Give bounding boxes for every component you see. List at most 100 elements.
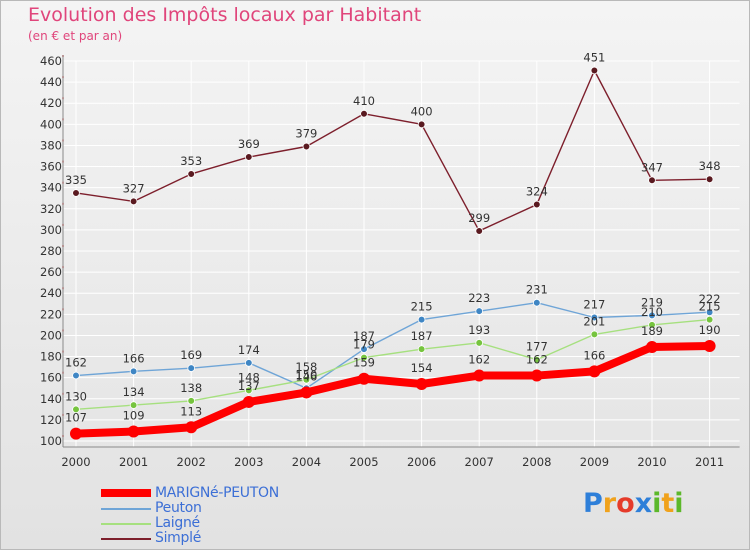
label-marign-peuton-2003: 137 xyxy=(238,379,260,393)
label-marign-peuton-2001: 109 xyxy=(123,409,145,423)
point-simpl--2010 xyxy=(648,176,656,185)
label-laign--2003: 148 xyxy=(238,370,260,384)
point-peuton-2007 xyxy=(475,307,484,315)
label-marign-peuton-2006: 154 xyxy=(411,361,433,375)
point-peuton-2011 xyxy=(705,308,714,317)
x-tick-2011: 2011 xyxy=(695,455,724,469)
y-tick-380: 380 xyxy=(40,138,62,152)
label-simpl--2009: 451 xyxy=(583,51,605,65)
label-laign--2005: 179 xyxy=(353,338,375,352)
label-peuton-2007: 223 xyxy=(468,291,490,305)
logo-letter: o xyxy=(616,488,635,519)
logo-letter: i xyxy=(674,488,684,519)
axes xyxy=(62,55,740,448)
y-tick-labels: 100 120 140 160 180 200 220 240 260 280 300 320 340 3… xyxy=(40,54,62,448)
x-tick-2000: 2000 xyxy=(61,455,90,469)
x-tick-2005: 2005 xyxy=(349,455,378,469)
point-marign-peuton-2005 xyxy=(358,372,370,385)
point-simpl--2004 xyxy=(302,142,311,151)
label-peuton-2006: 215 xyxy=(411,300,433,314)
legend-swatch-simple xyxy=(101,538,151,540)
grid-lines xyxy=(63,60,740,447)
label-laign--2010: 210 xyxy=(641,305,663,319)
point-simpl--2003 xyxy=(245,153,253,161)
x-tick-2009: 2009 xyxy=(580,455,609,469)
point-laign--2009 xyxy=(590,330,599,339)
label-peuton-2000: 162 xyxy=(65,356,87,370)
label-simpl--2005: 410 xyxy=(353,94,375,108)
point-peuton-2000 xyxy=(72,371,80,380)
label-laign--2004: 158 xyxy=(295,360,317,374)
label-peuton-2011: 222 xyxy=(699,292,721,306)
point-peuton-2008 xyxy=(532,298,541,307)
point-marign-peuton-2003 xyxy=(242,395,255,408)
point-simpl--2000 xyxy=(72,189,80,197)
point-laign--2005 xyxy=(360,353,368,362)
y-tick-200: 200 xyxy=(40,328,62,342)
y-tick-220: 220 xyxy=(40,307,62,321)
y-tick-240: 240 xyxy=(40,286,62,300)
point-peuton-2005 xyxy=(360,345,368,353)
point-marign-peuton-2007 xyxy=(473,369,486,382)
label-simpl--2006: 400 xyxy=(411,104,433,118)
x-tick-2010: 2010 xyxy=(637,455,666,469)
point-simpl--2009 xyxy=(590,66,599,75)
y-tick-260: 260 xyxy=(40,265,62,279)
legend-label-peuton: Peuton xyxy=(155,500,202,516)
point-marign-peuton-2006 xyxy=(415,378,428,390)
y-tick-280: 280 xyxy=(40,244,62,258)
point-marign-peuton-2011 xyxy=(703,340,716,352)
y-tick-160: 160 xyxy=(40,371,62,385)
x-tick-labels: 2000 2001 2002 2003 2004 2005 2006 2007 2008 2009… xyxy=(61,455,724,469)
label-peuton-2008: 231 xyxy=(526,283,548,297)
point-peuton-2009 xyxy=(590,313,599,322)
legend-swatch-peuton xyxy=(101,508,151,510)
point-laign--2008 xyxy=(532,355,541,364)
y-tick-180: 180 xyxy=(40,350,62,364)
label-simpl--2007: 299 xyxy=(468,211,490,225)
logo-letter: t xyxy=(661,488,675,519)
logo-letter: i xyxy=(652,488,662,519)
chart-subtitle: (en € et par an) xyxy=(28,29,123,43)
label-marign-peuton-2004: 146 xyxy=(295,369,317,383)
label-laign--2009: 201 xyxy=(583,314,605,328)
point-laign--2000 xyxy=(72,405,80,414)
label-simpl--2011: 348 xyxy=(699,159,721,173)
label-laign--2000: 130 xyxy=(65,389,87,403)
point-laign--2010 xyxy=(648,321,656,329)
y-tick-420: 420 xyxy=(40,96,62,110)
series-line-laign- xyxy=(75,318,711,411)
point-marign-peuton-2002 xyxy=(185,421,198,434)
series-line-simpl- xyxy=(75,69,711,232)
label-marign-peuton-2008: 162 xyxy=(526,353,548,367)
point-simpl--2001 xyxy=(129,197,138,206)
label-laign--2007: 193 xyxy=(468,323,490,337)
y-tick-360: 360 xyxy=(40,160,62,174)
point-marign-peuton-2004 xyxy=(300,386,313,399)
label-laign--2006: 187 xyxy=(411,329,433,343)
label-laign--2008: 177 xyxy=(526,340,548,354)
legend-label-marigne-peuton: MARIGNé-PEUTON xyxy=(155,485,279,501)
x-tick-2003: 2003 xyxy=(234,455,263,469)
label-peuton-2003: 174 xyxy=(238,343,260,357)
series-line-marign-peuton xyxy=(72,342,714,438)
label-peuton-2010: 219 xyxy=(641,295,663,309)
label-laign--2011: 215 xyxy=(699,300,721,314)
point-laign--2011 xyxy=(705,315,714,324)
x-tick-2001: 2001 xyxy=(119,455,148,469)
y-tick-100: 100 xyxy=(40,434,62,448)
label-simpl--2001: 327 xyxy=(123,181,145,195)
point-marign-peuton-2000 xyxy=(70,427,82,440)
label-simpl--2004: 379 xyxy=(295,127,317,141)
y-tick-320: 320 xyxy=(40,202,62,216)
point-marign-peuton-2008 xyxy=(530,369,543,382)
label-marign-peuton-2000: 107 xyxy=(65,411,87,425)
point-simpl--2011 xyxy=(705,175,714,184)
point-marign-peuton-2009 xyxy=(588,365,601,378)
y-tick-400: 400 xyxy=(40,117,62,131)
label-laign--2001: 134 xyxy=(123,385,145,399)
label-marign-peuton-2010: 189 xyxy=(641,324,663,338)
legend-swatch-marigne-peuton xyxy=(101,489,151,497)
